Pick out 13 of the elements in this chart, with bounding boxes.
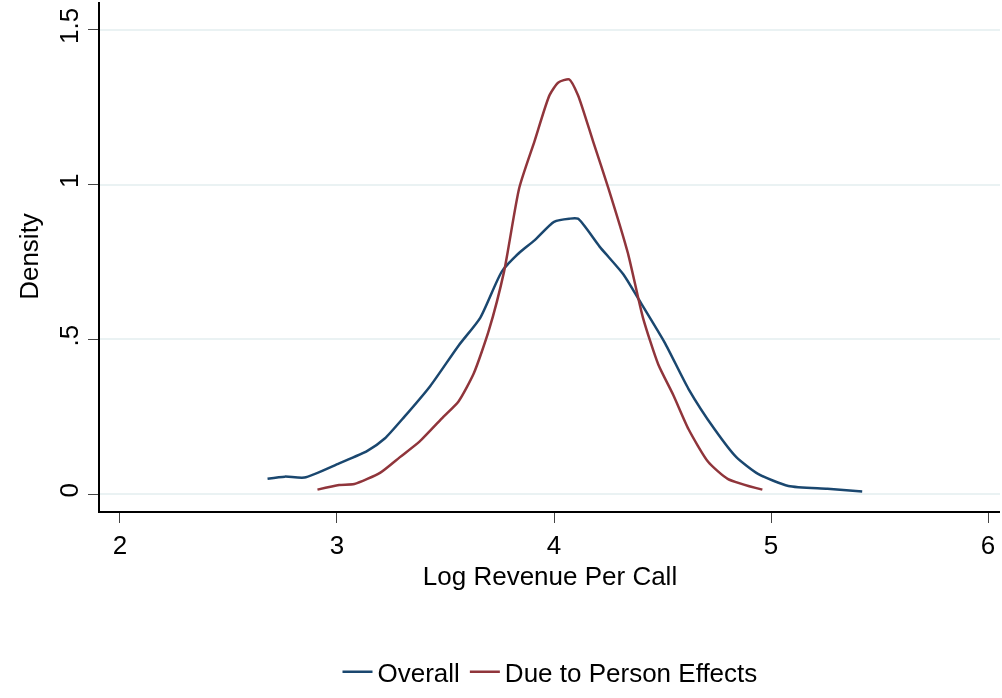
x-axis-title: Log Revenue Per Call: [422, 561, 678, 592]
x-tick-label: 3: [329, 529, 345, 560]
legend-label: Due to Person Effects: [504, 657, 758, 688]
x-tick-label: 5: [763, 529, 779, 560]
y-tick-label: .5: [53, 324, 84, 347]
y-tick-label: 1: [53, 173, 84, 188]
y-axis-title: Density: [13, 213, 44, 300]
legend-label: Overall: [377, 657, 460, 688]
y-tick-label: 1.5: [53, 7, 84, 45]
x-tick-label: 4: [546, 529, 562, 560]
x-tick-label: 6: [980, 529, 996, 560]
x-tick-label: 2: [112, 529, 128, 560]
y-tick-label: 0: [53, 483, 84, 498]
